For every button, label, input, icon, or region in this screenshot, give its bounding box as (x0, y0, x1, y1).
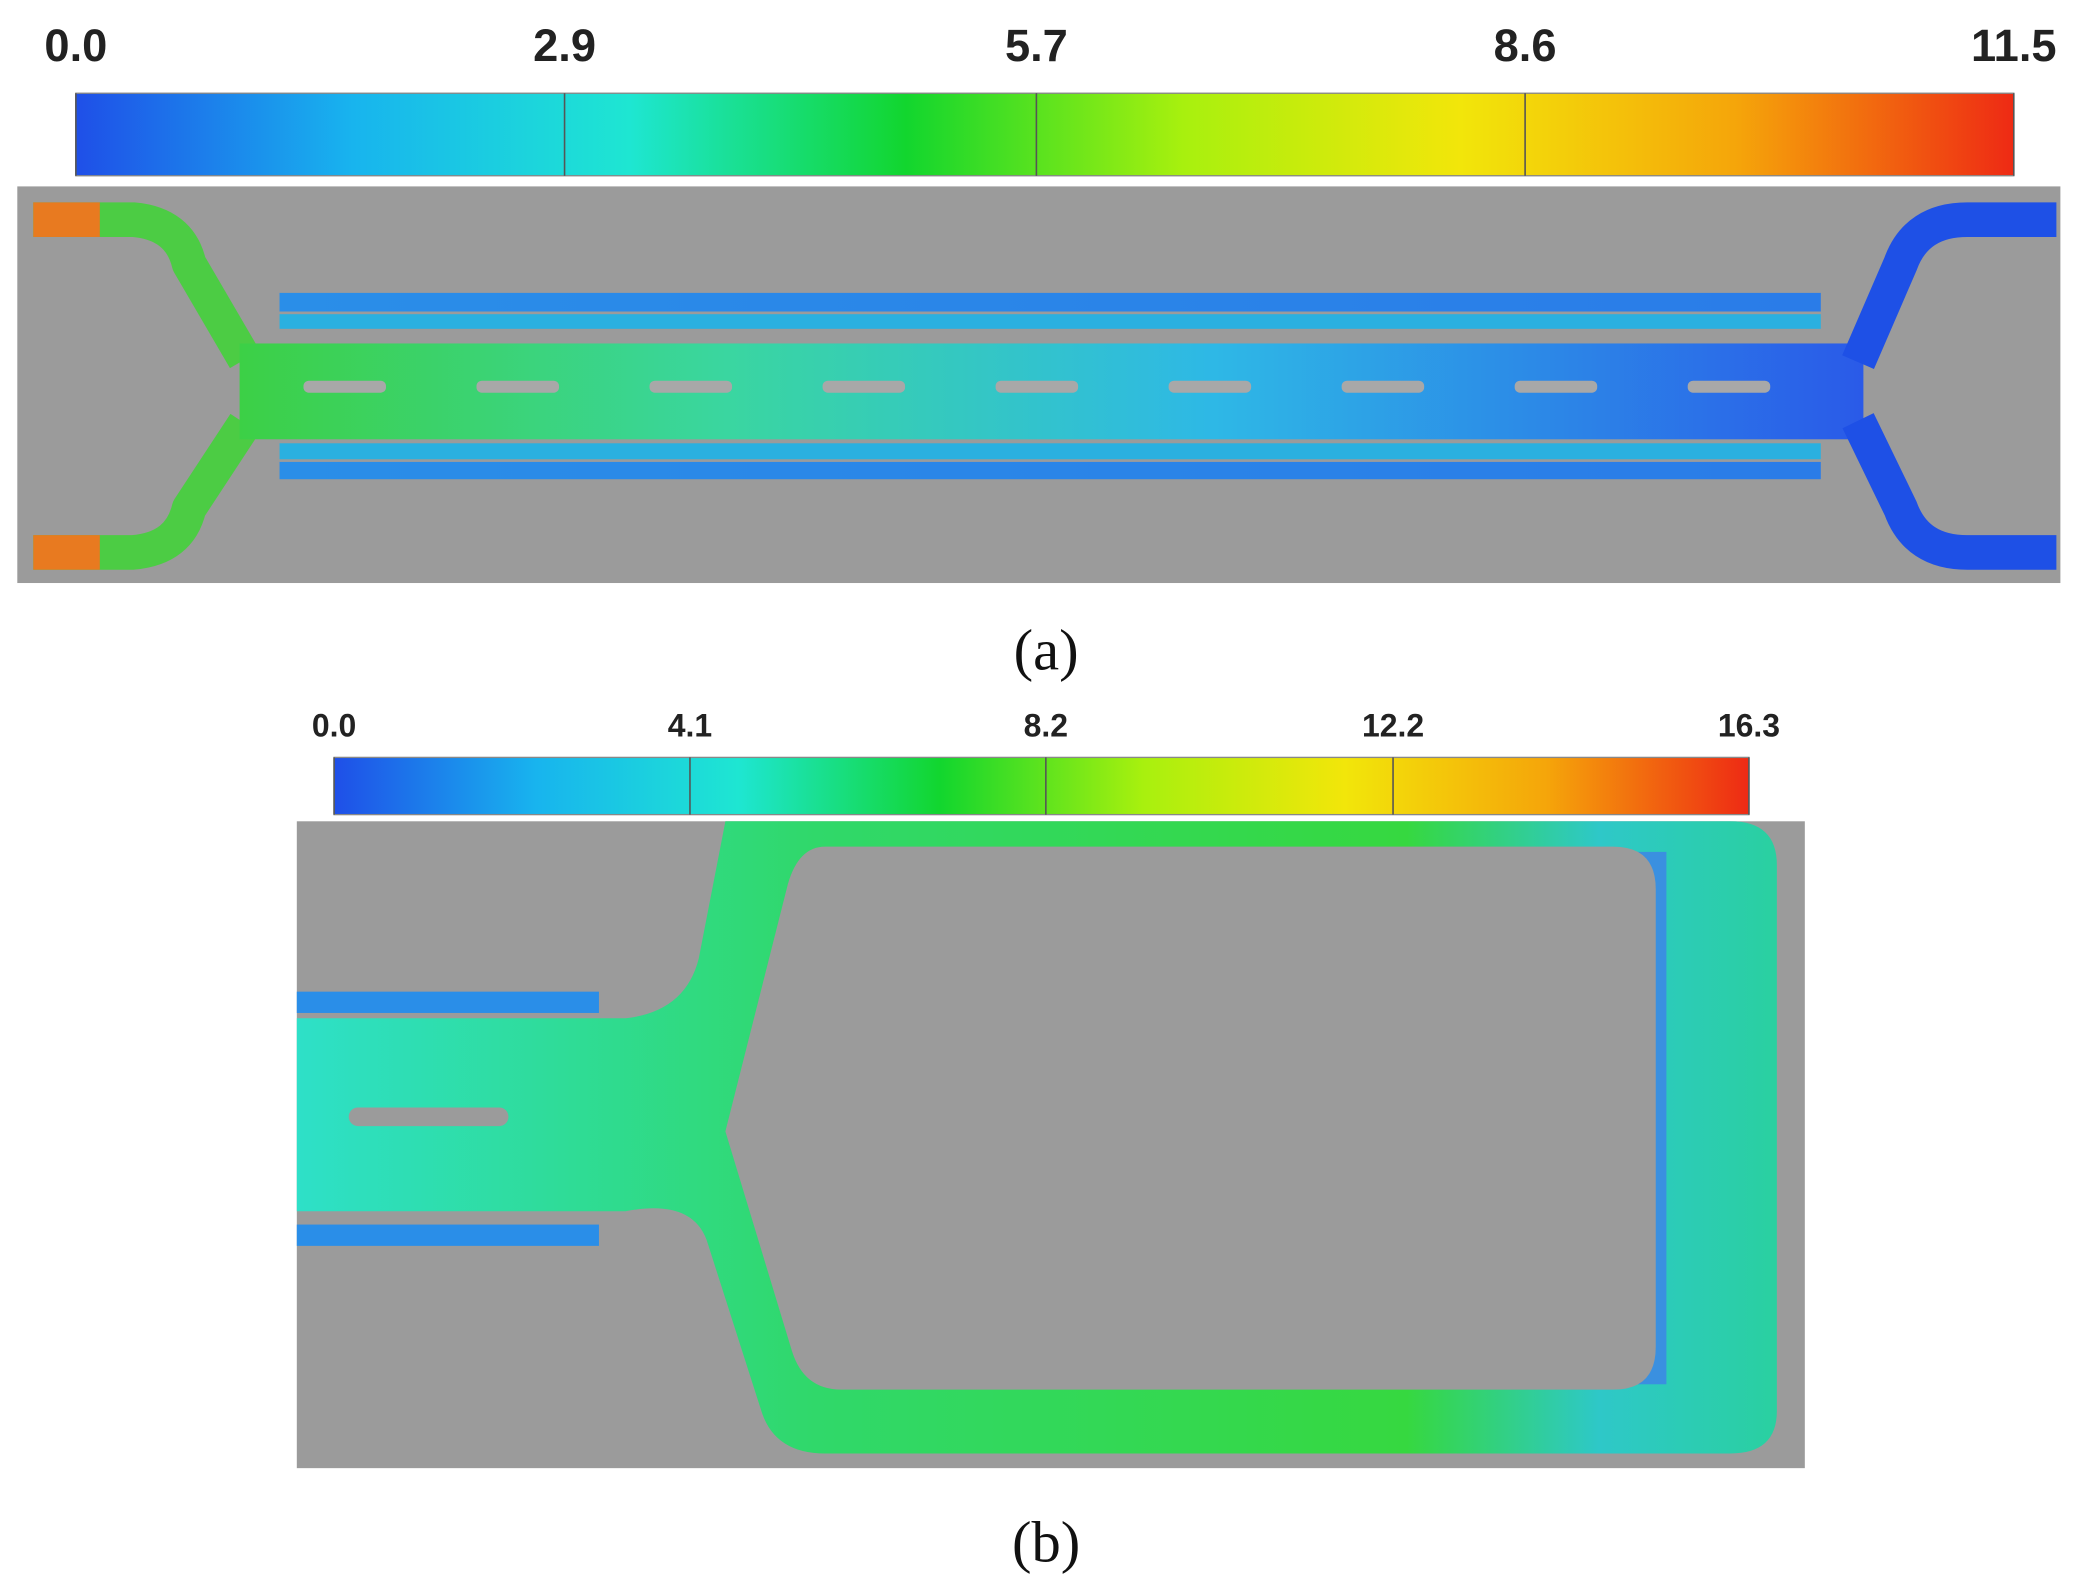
colorbar-tick-label: 16.3 (1718, 708, 1780, 744)
colorbar-tick-label: 12.2 (1362, 708, 1424, 744)
colorbar-tick-label: 5.7 (1005, 20, 1068, 71)
colorbar-tick-label: 8.2 (1024, 708, 1068, 744)
simulation-a (17, 186, 2061, 584)
colorbar-tick-label: 8.6 (1494, 20, 1557, 71)
colorbar (75, 92, 2015, 177)
colorbar (333, 756, 1750, 816)
colorbar-tick-label: 11.5 (1971, 20, 2057, 71)
colorbar-tick-label: 4.1 (668, 708, 712, 744)
colorbar-tick-label: 2.9 (533, 20, 596, 71)
panel-label: (a) (1014, 618, 1079, 683)
panel-label: (b) (1012, 1509, 1080, 1574)
colorbar-tick-label: 0.0 (44, 20, 107, 71)
colorbar-tick-label: 0.0 (312, 708, 356, 744)
simulation-b (296, 821, 1805, 1469)
